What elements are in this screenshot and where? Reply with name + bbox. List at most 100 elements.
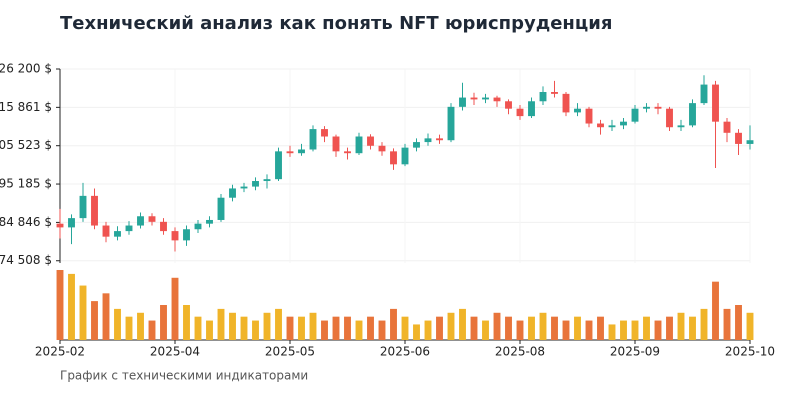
candle-body — [217, 197, 225, 220]
volume-bar — [643, 316, 650, 340]
chart-title: Технический анализ как понять NFT юриспр… — [60, 13, 612, 34]
volume-bar — [79, 285, 87, 340]
candle-body — [125, 225, 133, 232]
volume-bar — [252, 320, 259, 340]
x-tick-label: 2025-05 — [265, 345, 315, 359]
volume-bar — [217, 308, 225, 340]
candle-body — [482, 97, 489, 100]
x-tick-label: 2025-06 — [380, 345, 430, 359]
volume-bar — [539, 312, 547, 340]
volume-bar — [229, 312, 236, 340]
volume-bar — [68, 273, 75, 340]
x-tick-label: 2025-02 — [35, 345, 85, 359]
candle-body — [390, 151, 397, 165]
volume-bar — [321, 320, 328, 340]
candle-body — [298, 149, 305, 154]
volume-bar — [240, 316, 248, 340]
candle-body — [723, 121, 731, 133]
volume-bar — [298, 316, 305, 340]
volume-bar — [482, 320, 489, 340]
volume-bar — [608, 324, 616, 340]
volume-bar — [677, 312, 685, 340]
candle-body — [493, 97, 501, 102]
candle-body — [79, 195, 87, 219]
volume-bar — [424, 320, 432, 340]
volume-bar — [91, 301, 98, 340]
caption: График с техническими индикаторами — [60, 369, 308, 383]
y-tick-label: 105 523 $ — [0, 138, 52, 152]
y-tick-label: 95 185 $ — [0, 177, 52, 191]
candle-body — [183, 229, 190, 241]
candle-body — [160, 221, 167, 232]
volume-bar — [574, 316, 581, 340]
x-tick-label: 2025-08 — [495, 345, 545, 359]
candle-body — [608, 125, 616, 128]
candle-body — [505, 101, 512, 109]
candle-body — [263, 179, 271, 182]
volume-bar — [654, 320, 662, 340]
candle-body — [378, 145, 386, 152]
candle-body — [666, 108, 673, 128]
volume-bar — [332, 316, 340, 340]
volume-bar — [263, 312, 271, 340]
candle-body — [470, 97, 478, 100]
candle-body — [677, 125, 685, 128]
volume-bar — [413, 324, 420, 340]
volume-bar — [148, 320, 156, 340]
candle-body — [148, 216, 156, 222]
volume-bar — [551, 316, 558, 340]
candle-body — [344, 151, 351, 154]
volume-bar — [56, 270, 64, 340]
candle-body — [574, 108, 581, 113]
volume-bar — [102, 293, 110, 340]
candle-body — [735, 132, 742, 144]
volume-bar — [344, 316, 351, 340]
volume-bar — [390, 308, 397, 340]
candle-body — [712, 84, 719, 122]
volume-bar — [171, 277, 179, 340]
candle-body — [275, 151, 282, 180]
volume-bar — [666, 316, 673, 340]
volume-bar — [528, 316, 535, 340]
volume-bar — [309, 312, 317, 340]
y-tick-label: 115 861 $ — [0, 100, 52, 114]
volume-bar — [459, 308, 466, 340]
candle-body — [355, 136, 363, 154]
volume-bar — [125, 316, 133, 340]
candle-body — [413, 142, 420, 148]
volume-bar — [367, 316, 374, 340]
candle-body — [286, 151, 294, 154]
candle-body — [585, 108, 593, 124]
volume-bar — [378, 320, 386, 340]
candle-body — [309, 129, 317, 150]
candle-body — [700, 84, 708, 104]
volume-bar — [620, 320, 627, 340]
volume-bar — [735, 305, 742, 340]
candle-body — [252, 181, 259, 187]
volume-bar — [194, 316, 202, 340]
volume-bar — [137, 312, 144, 340]
volume-bar — [114, 308, 121, 340]
volume-bar — [585, 320, 593, 340]
volume-bar — [597, 316, 604, 340]
volume-bar — [689, 316, 696, 340]
volume-bar — [206, 320, 213, 340]
candle-body — [516, 108, 524, 117]
candle-body — [321, 129, 328, 137]
candle-body — [401, 147, 409, 165]
candle-body — [194, 223, 202, 230]
y-tick-label: 126 200 $ — [0, 62, 52, 76]
volume-bar — [275, 308, 282, 340]
volume-bar — [447, 312, 455, 340]
volume-bar — [516, 320, 524, 340]
candle-body — [447, 106, 455, 141]
candle-body — [562, 93, 570, 113]
volume-bar — [746, 312, 754, 340]
candle-body — [332, 136, 340, 152]
candle-body — [746, 140, 754, 144]
volume-bar — [631, 320, 639, 340]
x-tick-label: 2025-10 — [725, 345, 775, 359]
candle-body — [68, 218, 75, 228]
candle-body — [137, 216, 144, 226]
